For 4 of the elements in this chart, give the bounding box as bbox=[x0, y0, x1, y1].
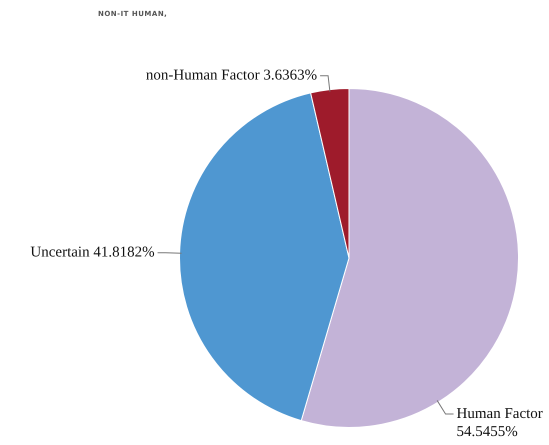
data-label: 54.5455% bbox=[456, 424, 518, 440]
slice-label: Human Factor bbox=[456, 406, 543, 422]
slice-label: non-Human Factor 3.6363% bbox=[146, 68, 318, 84]
slice-label: Uncertain 41.8182% bbox=[30, 244, 155, 261]
